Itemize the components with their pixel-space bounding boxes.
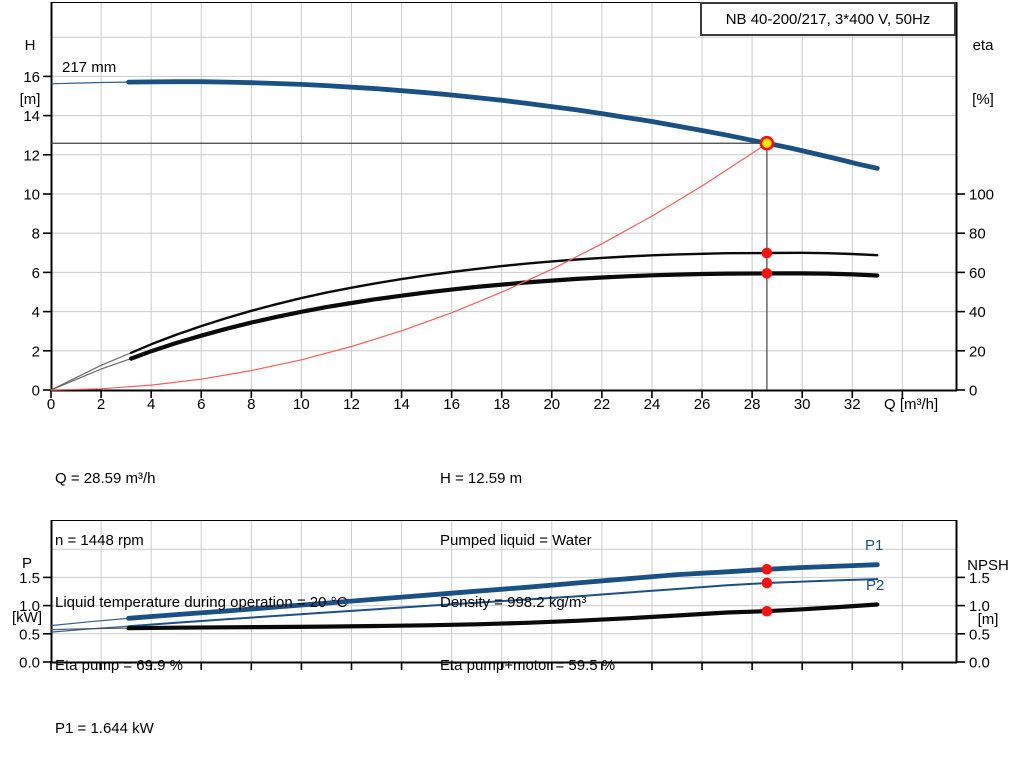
op-liquid-line: Pumped liquid = Water (440, 531, 592, 549)
eta-pump-motor-curve (129, 271, 880, 361)
p-axis-title-symbol: P (21, 555, 32, 572)
right-axis-tick-label: 1.0 (969, 598, 990, 615)
power-npsh-chart-plot: 0.0 0.5 1.0 1.5 0.0 0.5 1.0 1.5 (19, 520, 990, 672)
right-axis-tick-label: 0 (969, 383, 977, 400)
duty-value-dot (761, 247, 773, 259)
right-axis-tick-label: 100 (969, 187, 994, 204)
x-axis-tick-label: 10 (293, 396, 310, 413)
eta-axis-title: eta [%] (962, 1, 1004, 145)
x-axis-tick-label: 6 (197, 396, 205, 413)
operating-point-text-left: Q = 28.59 m³/h n = 1448 rpm Liquid tempe… (55, 427, 347, 718)
h-axis-title: H [m] (11, 1, 49, 145)
p-axis-title: P [kW] (6, 519, 48, 663)
left-axis-tick-label: 2 (32, 343, 40, 360)
left-axis-tick-label: 6 (32, 265, 40, 282)
p1-curve-lead (50, 617, 129, 627)
x-axis-tick-label: 30 (794, 396, 811, 413)
x-axis-tick-label: 20 (543, 396, 560, 413)
left-axis-tick-label: 12 (23, 147, 40, 164)
left-axis-tick-label: 0 (32, 383, 40, 400)
x-axis-tick-label: 4 (147, 396, 155, 413)
duty-point-marker[interactable] (759, 135, 775, 151)
left-axis-tick-label: 16 (23, 69, 40, 86)
left-axis-tick-label: 14 (23, 108, 40, 125)
left-axis-tick-label: 0.0 (19, 655, 40, 672)
duty-value-dot (761, 268, 773, 279)
eta-pump-curve-lead (50, 352, 132, 391)
h-axis-title-unit: [m] (19, 91, 41, 108)
p1-curve-label: P1 (865, 537, 884, 554)
x-axis-tick-label: 28 (744, 396, 761, 413)
x-axis-tick-label: 32 (844, 396, 861, 413)
left-axis-tick-label: 0.5 (19, 626, 40, 643)
eta-pump-curve (129, 251, 879, 354)
x-axis-tick-label: 24 (644, 396, 661, 413)
h-axis-title-symbol: H (24, 37, 36, 54)
results-text: P1 = 1.644 kW P2 = 1.401 kW NPSH = 0.9 m… (55, 677, 397, 781)
head-curve-217mm (126, 79, 880, 171)
left-axis-tick-label: 10 (23, 187, 40, 204)
system-curve (50, 142, 768, 391)
head-curve-217mm-lead (50, 81, 129, 85)
left-axis-tick-label: 8 (32, 226, 40, 243)
chart-title-text: NB 40-200/217, 3*400 V, 50Hz (725, 10, 931, 28)
op-density-line: Density = 998.2 kg/m³ (440, 594, 587, 612)
op-n-line: n = 1448 rpm (55, 531, 144, 549)
op-h-line: H = 12.59 m (440, 469, 523, 487)
right-axis-tick-label: 60 (969, 265, 986, 282)
x-axis-tick-label: 26 (694, 396, 711, 413)
p2-curve (127, 578, 879, 628)
x-axis-tick-label: 16 (443, 396, 460, 413)
operating-point-text-right: H = 12.59 m Pumped liquid = Water Densit… (440, 427, 615, 718)
right-axis-tick-label: 0.0 (969, 655, 990, 672)
left-axis-tick-label: 1.0 (19, 598, 40, 615)
eta-pump-motor-curve-lead (50, 358, 132, 391)
p2-curve-label: P2 (866, 577, 885, 594)
chart-title-box: NB 40-200/217, 3*400 V, 50Hz (700, 2, 956, 36)
npsh-curve (126, 602, 880, 631)
right-axis-tick-label: 40 (969, 304, 986, 321)
duty-value-dot (761, 577, 773, 589)
duty-value-dot (761, 563, 773, 575)
left-axis-tick-label: 4 (32, 304, 40, 321)
q-axis-label: Q [m³/h] (884, 396, 939, 413)
right-axis-tick-label: 1.5 (969, 570, 990, 587)
x-axis-tick-label: 18 (493, 396, 510, 413)
x-axis-tick-label: 12 (343, 396, 360, 413)
x-axis-tick-label: 22 (594, 396, 611, 413)
x-axis-tick-label: 14 (393, 396, 410, 413)
op-eta-pump-line: Eta pump = 69.9 % (55, 656, 183, 674)
npsh-axis-title-unit: [m] (977, 611, 999, 628)
p1-curve (126, 562, 880, 621)
p-axis-title-unit: [kW] (12, 609, 42, 626)
op-q-line: Q = 28.59 m³/h (55, 469, 156, 487)
duty-value-dot (761, 605, 773, 617)
op-eta-pump-motor-line: Eta pump+motor = 59.5 % (440, 656, 616, 674)
npsh-axis-title: NPSH [m] (960, 521, 1016, 665)
left-axis-tick-label: 1.5 (19, 570, 40, 587)
eta-axis-title-symbol: eta (972, 37, 994, 54)
right-axis-tick-label: 0.5 (969, 626, 990, 643)
x-axis-tick-label: 8 (247, 396, 255, 413)
npsh-axis-title-symbol: NPSH (967, 557, 1009, 574)
right-axis-tick-label: 20 (969, 343, 986, 360)
eta-axis-title-unit: [%] (972, 91, 994, 108)
x-axis-tick-label: 2 (97, 396, 105, 413)
x-axis-tick-label: 0 (47, 396, 55, 413)
result-p1-line: P1 = 1.644 kW (55, 719, 154, 737)
npsh-curve-lead (50, 627, 129, 631)
impeller-diameter-label: 217 mm (62, 59, 117, 76)
right-axis-tick-label: 80 (969, 226, 986, 243)
op-temperature-line: Liquid temperature during operation = 20… (55, 594, 348, 612)
